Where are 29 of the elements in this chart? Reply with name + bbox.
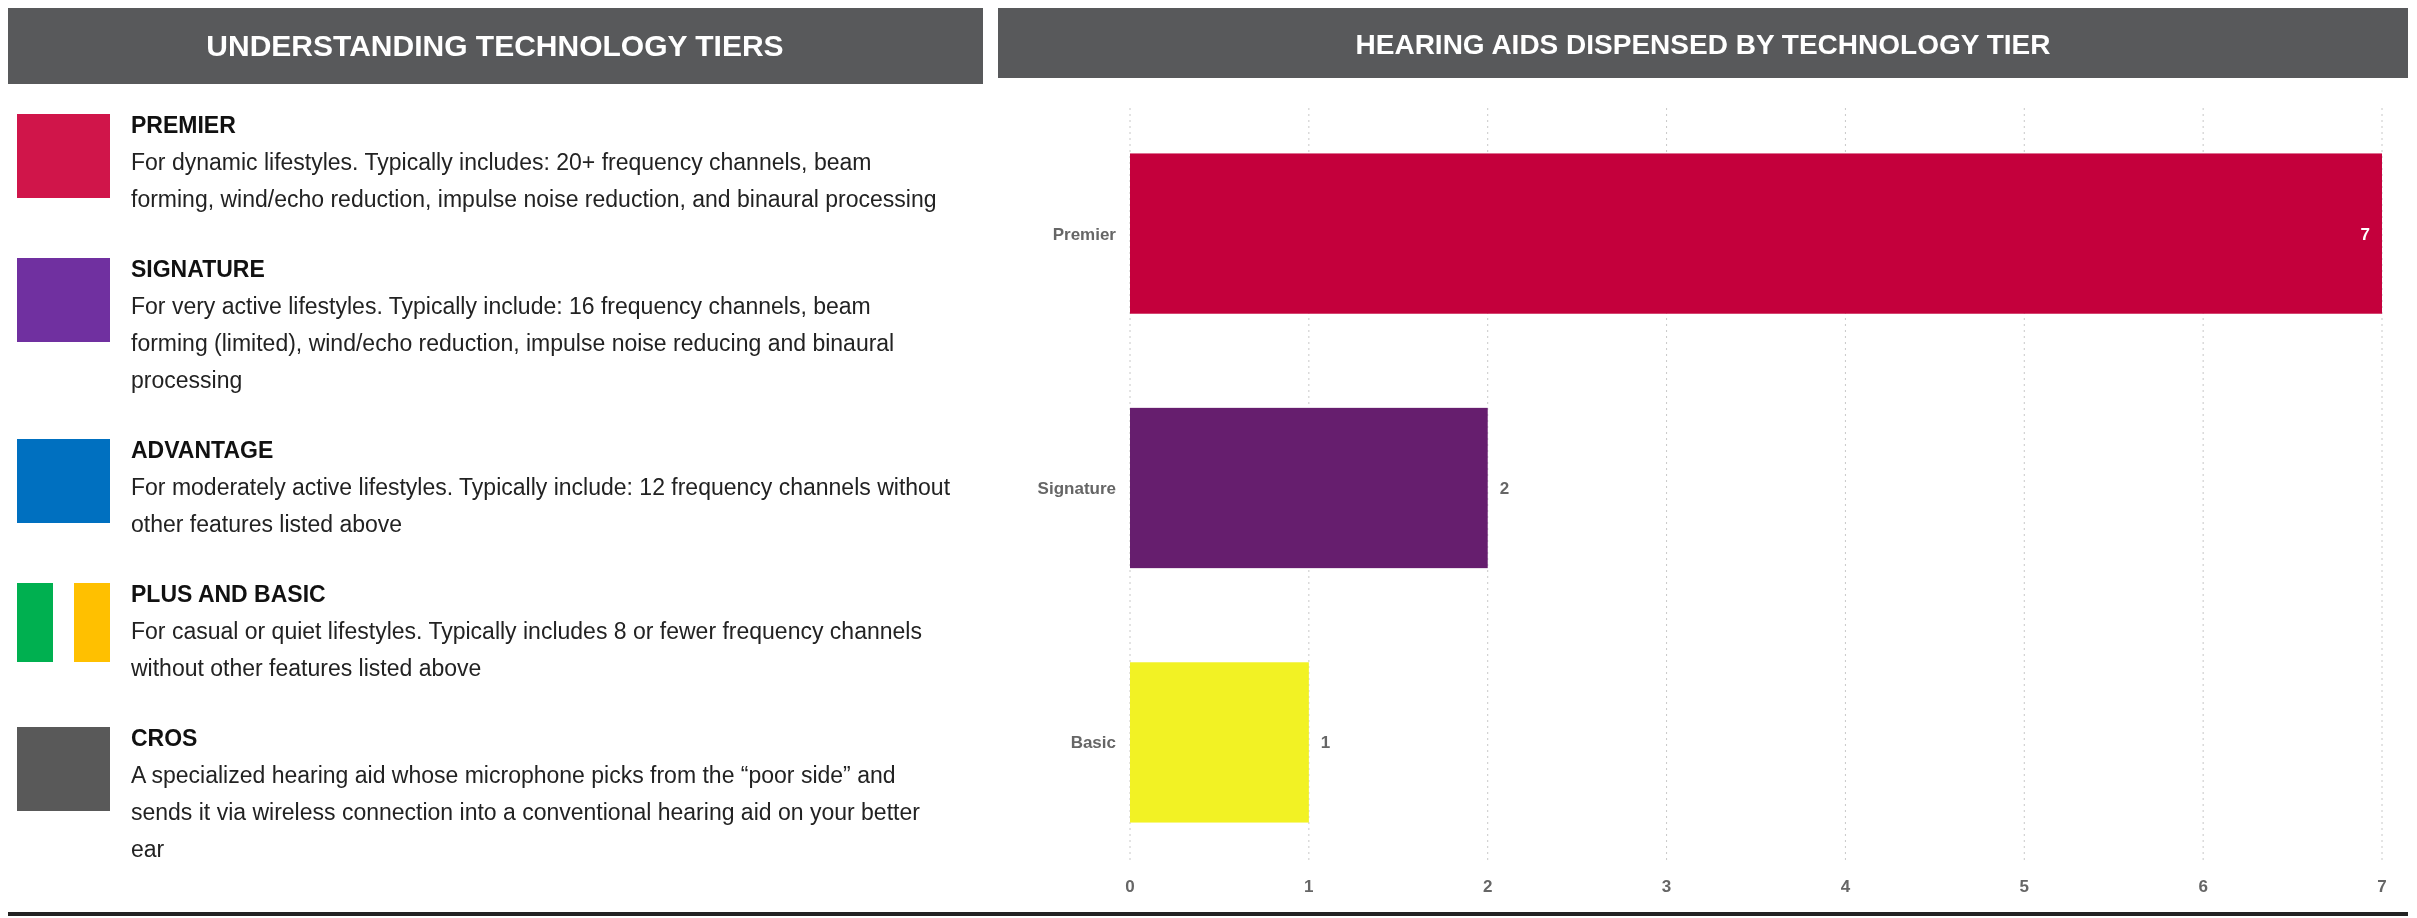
text: For very active lifestyles. Typically include: 16 frequency channels, beam forming (limited), wind/echo reduction, impulse noise reducing and binaural processing bbox=[131, 293, 895, 393]
y-tick-label: Premier bbox=[1052, 224, 1117, 244]
data-label: 1 bbox=[1320, 733, 1331, 753]
chart-title: HEARING AIDS DISPENSED BY TECHNOLOGY TIER bbox=[1355, 29, 2051, 60]
text: UNDERSTANDING TECHNOLOGY TIERS bbox=[206, 29, 784, 62]
text: For moderately active lifestyles. Typically include: 12 frequency channels without other features listed above bbox=[131, 474, 951, 537]
text: PREMIER bbox=[131, 112, 237, 138]
text: SIGNATURE bbox=[131, 256, 265, 282]
x-tick-label: 0 bbox=[1125, 877, 1135, 896]
text: For dynamic lifestyles. Typically includes: 20+ frequency channels, beam forming, wind/echo reduction, impulse noise reduction, and binaural processing bbox=[131, 149, 937, 212]
x-tick-label: 3 bbox=[1661, 877, 1672, 896]
x-tick-label: 4 bbox=[1840, 877, 1851, 896]
bar bbox=[1130, 153, 2382, 314]
text: ADVANTAGE bbox=[131, 437, 274, 463]
x-tick-label: 6 bbox=[2198, 877, 2208, 896]
bar bbox=[1130, 662, 1309, 823]
text: A specialized hearing aid whose microphone picks from the “poor side” and sends it via wireless connection into a conventional hearing aid on your better ear bbox=[131, 762, 921, 862]
y-tick-label: Basic bbox=[1070, 733, 1116, 753]
text: CROS bbox=[131, 725, 198, 751]
y-tick-label: Signature bbox=[1037, 479, 1116, 498]
text: For casual or quiet lifestyles. Typically includes 8 or fewer frequency channels without other features listed above bbox=[130, 618, 922, 681]
x-tick-label: 1 bbox=[1304, 877, 1314, 896]
x-tick-label: 5 bbox=[2019, 877, 2030, 896]
x-tick-label: 7 bbox=[2377, 877, 2387, 896]
data-label: 2 bbox=[1499, 479, 1510, 498]
bar bbox=[1130, 407, 1488, 569]
data-label: 7 bbox=[2360, 224, 2370, 244]
text: PLUS AND BASIC bbox=[131, 581, 326, 607]
x-tick-label: 2 bbox=[1482, 877, 1493, 896]
